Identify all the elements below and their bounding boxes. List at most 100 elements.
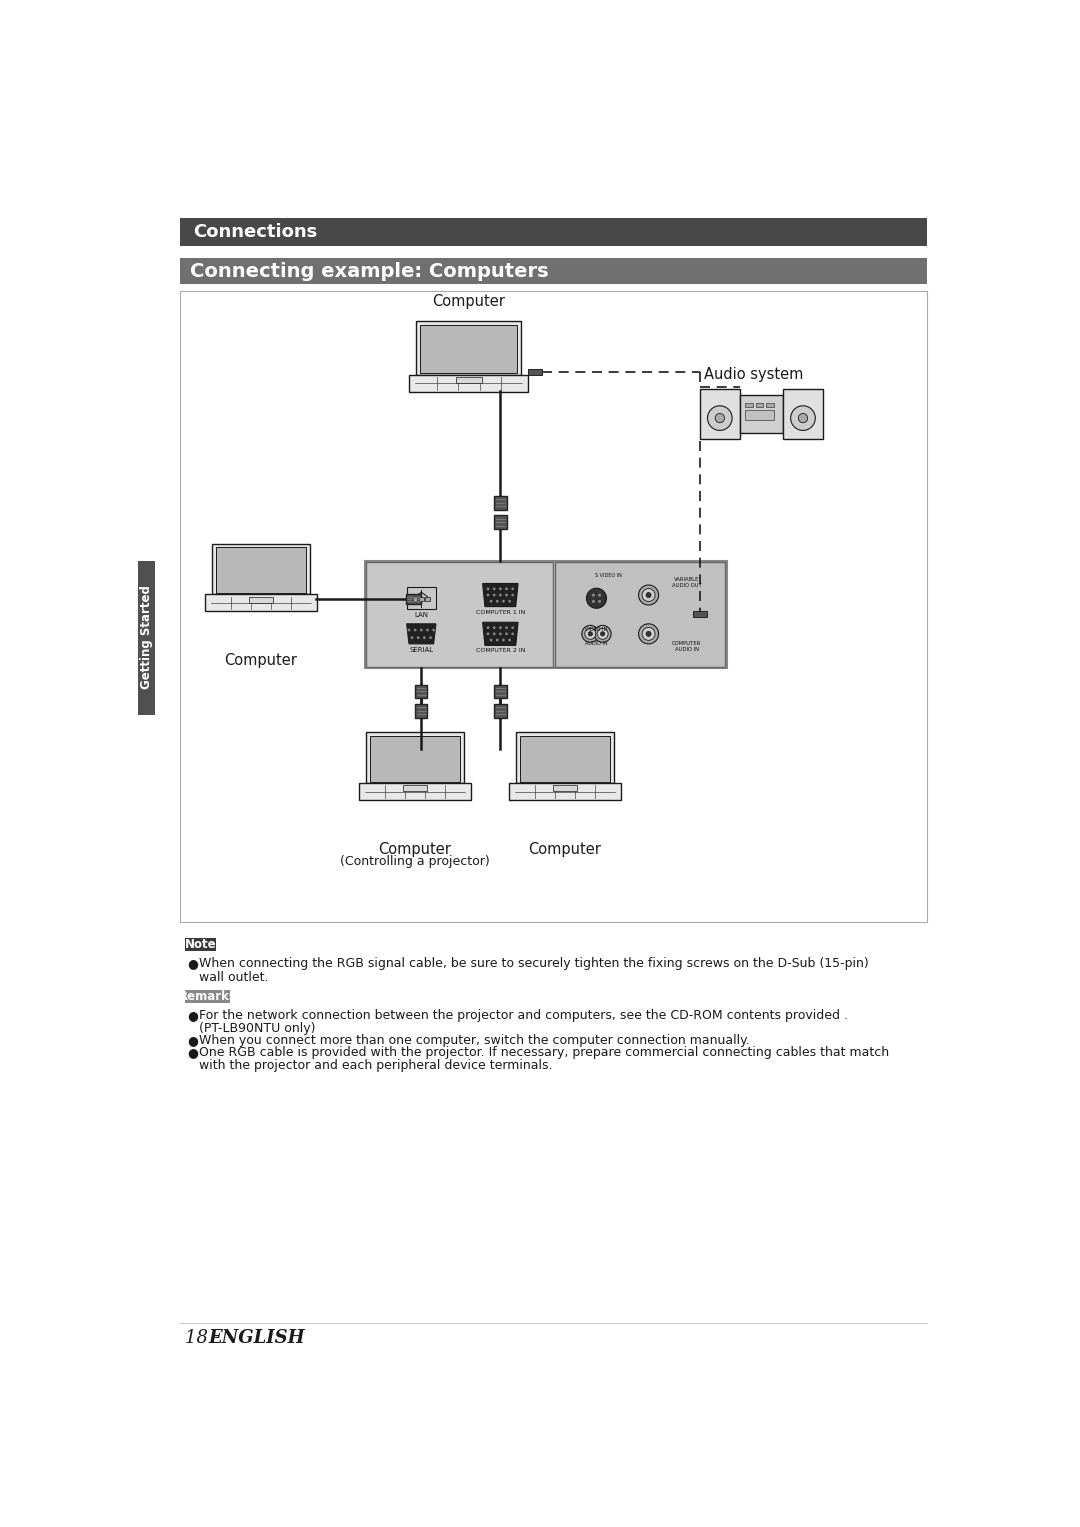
- Circle shape: [597, 628, 608, 640]
- Bar: [516, 733, 615, 783]
- Circle shape: [487, 594, 489, 597]
- Text: (PT-LB90NTU only): (PT-LB90NTU only): [200, 1022, 315, 1035]
- Polygon shape: [483, 583, 518, 606]
- Bar: [693, 611, 706, 617]
- Bar: [359, 783, 471, 800]
- Circle shape: [643, 588, 656, 602]
- Circle shape: [511, 626, 514, 629]
- Text: Computer: Computer: [225, 654, 297, 667]
- Bar: [415, 684, 428, 698]
- Circle shape: [592, 594, 595, 597]
- Circle shape: [502, 600, 504, 603]
- Circle shape: [589, 632, 593, 635]
- Circle shape: [638, 585, 659, 605]
- Text: COMPUTER 1 IN: COMPUTER 1 IN: [475, 609, 525, 615]
- Circle shape: [511, 588, 514, 591]
- Text: ●: ●: [188, 1046, 199, 1060]
- Bar: [186, 989, 230, 1003]
- Circle shape: [600, 632, 605, 635]
- Circle shape: [638, 625, 659, 644]
- Bar: [415, 704, 428, 718]
- Polygon shape: [407, 625, 436, 644]
- Text: COMPUTER
AUDIO IN: COMPUTER AUDIO IN: [672, 641, 701, 652]
- Bar: [426, 597, 430, 602]
- Bar: [783, 389, 823, 440]
- Text: One RGB cable is provided with the projector. If necessary, prepare commercial c: One RGB cable is provided with the proje…: [200, 1046, 890, 1060]
- Circle shape: [499, 626, 502, 629]
- Circle shape: [410, 637, 414, 640]
- Circle shape: [492, 594, 496, 597]
- Circle shape: [487, 632, 489, 635]
- Circle shape: [489, 600, 492, 603]
- Circle shape: [499, 588, 502, 591]
- Bar: [409, 374, 528, 392]
- Text: ENGLISH: ENGLISH: [208, 1328, 306, 1347]
- Text: Note: Note: [185, 938, 217, 951]
- Circle shape: [492, 588, 496, 591]
- Circle shape: [509, 600, 511, 603]
- Text: 18 -: 18 -: [186, 1328, 226, 1347]
- Text: COMPUTER 2 IN: COMPUTER 2 IN: [475, 649, 525, 654]
- Text: AUDIO IN: AUDIO IN: [585, 641, 608, 646]
- Circle shape: [423, 637, 426, 640]
- Circle shape: [511, 594, 514, 597]
- Circle shape: [511, 632, 514, 635]
- Bar: [180, 258, 927, 284]
- Circle shape: [487, 626, 489, 629]
- Bar: [510, 783, 621, 800]
- Bar: [180, 218, 927, 246]
- Circle shape: [715, 414, 725, 423]
- Circle shape: [594, 626, 611, 643]
- Bar: [528, 370, 542, 376]
- Circle shape: [496, 638, 499, 641]
- Text: ●: ●: [188, 957, 199, 970]
- Text: VARIABLE
AUDIO OUT: VARIABLE AUDIO OUT: [672, 577, 702, 588]
- Bar: [186, 938, 216, 951]
- Circle shape: [586, 588, 607, 608]
- Circle shape: [492, 626, 496, 629]
- Circle shape: [598, 600, 602, 603]
- Bar: [495, 704, 507, 718]
- Text: Getting Started: Getting Started: [139, 585, 152, 690]
- Bar: [740, 395, 783, 434]
- Circle shape: [584, 628, 596, 640]
- Circle shape: [505, 632, 508, 635]
- Circle shape: [582, 626, 598, 643]
- Circle shape: [432, 629, 435, 631]
- Text: VIDEO IN: VIDEO IN: [585, 628, 608, 632]
- Text: wall outlet.: wall outlet.: [200, 971, 269, 983]
- Circle shape: [505, 588, 508, 591]
- Text: Connecting example: Computers: Connecting example: Computers: [190, 261, 549, 281]
- Text: ●: ●: [188, 1009, 199, 1023]
- Polygon shape: [483, 623, 518, 646]
- Circle shape: [499, 594, 502, 597]
- Bar: [180, 292, 927, 922]
- Circle shape: [798, 414, 808, 423]
- Bar: [745, 411, 774, 420]
- Bar: [413, 597, 418, 602]
- Circle shape: [646, 631, 651, 637]
- Bar: [366, 562, 553, 667]
- Circle shape: [505, 626, 508, 629]
- Circle shape: [492, 632, 496, 635]
- Text: When connecting the RGB signal cable, be sure to securely tighten the fixing scr: When connecting the RGB signal cable, be…: [200, 957, 869, 970]
- Circle shape: [502, 638, 504, 641]
- Circle shape: [496, 600, 499, 603]
- Bar: [137, 560, 154, 715]
- Text: For the network connection between the projector and computers, see the CD-ROM c: For the network connection between the p…: [200, 1009, 848, 1023]
- Bar: [406, 594, 421, 603]
- Bar: [456, 377, 482, 383]
- Text: SERIAL: SERIAL: [409, 647, 433, 654]
- Circle shape: [417, 637, 420, 640]
- Circle shape: [707, 406, 732, 431]
- Text: Remarks: Remarks: [179, 989, 237, 1003]
- Bar: [212, 544, 310, 594]
- Circle shape: [598, 594, 602, 597]
- Bar: [407, 588, 436, 609]
- Bar: [495, 515, 507, 528]
- Circle shape: [499, 632, 502, 635]
- Bar: [205, 594, 316, 611]
- Text: ●: ●: [188, 1034, 199, 1048]
- Bar: [554, 562, 725, 667]
- Bar: [420, 325, 517, 373]
